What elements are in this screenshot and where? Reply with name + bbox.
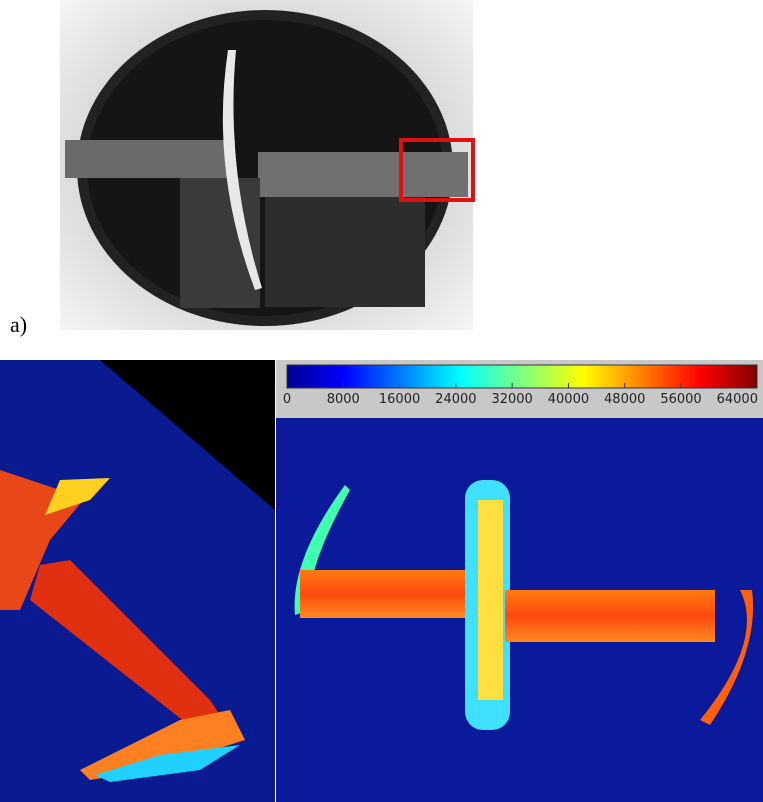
surface-view <box>0 360 275 802</box>
figure: a) 0 8000 16000 24000 32000 40000 48000 56000 64… <box>0 0 763 802</box>
colorbar <box>287 365 757 388</box>
colorbar-tick-label: 64000 <box>717 392 758 407</box>
panel-label: a) <box>10 312 27 337</box>
heatmap-view <box>276 360 763 802</box>
colorbar-tick-label: 48000 <box>604 392 645 407</box>
colorbar-tick-label: 0 <box>283 392 291 407</box>
colorbar-tick-label: 32000 <box>491 392 532 407</box>
colorbar-tick-label: 56000 <box>660 392 701 407</box>
colorbar-tick-label: 8000 <box>327 392 360 407</box>
colorbar-tick-label: 40000 <box>548 392 589 407</box>
photo <box>60 0 473 330</box>
colorbar-tick-label: 16000 <box>379 392 420 407</box>
colorbar-tick-label: 24000 <box>435 392 476 407</box>
